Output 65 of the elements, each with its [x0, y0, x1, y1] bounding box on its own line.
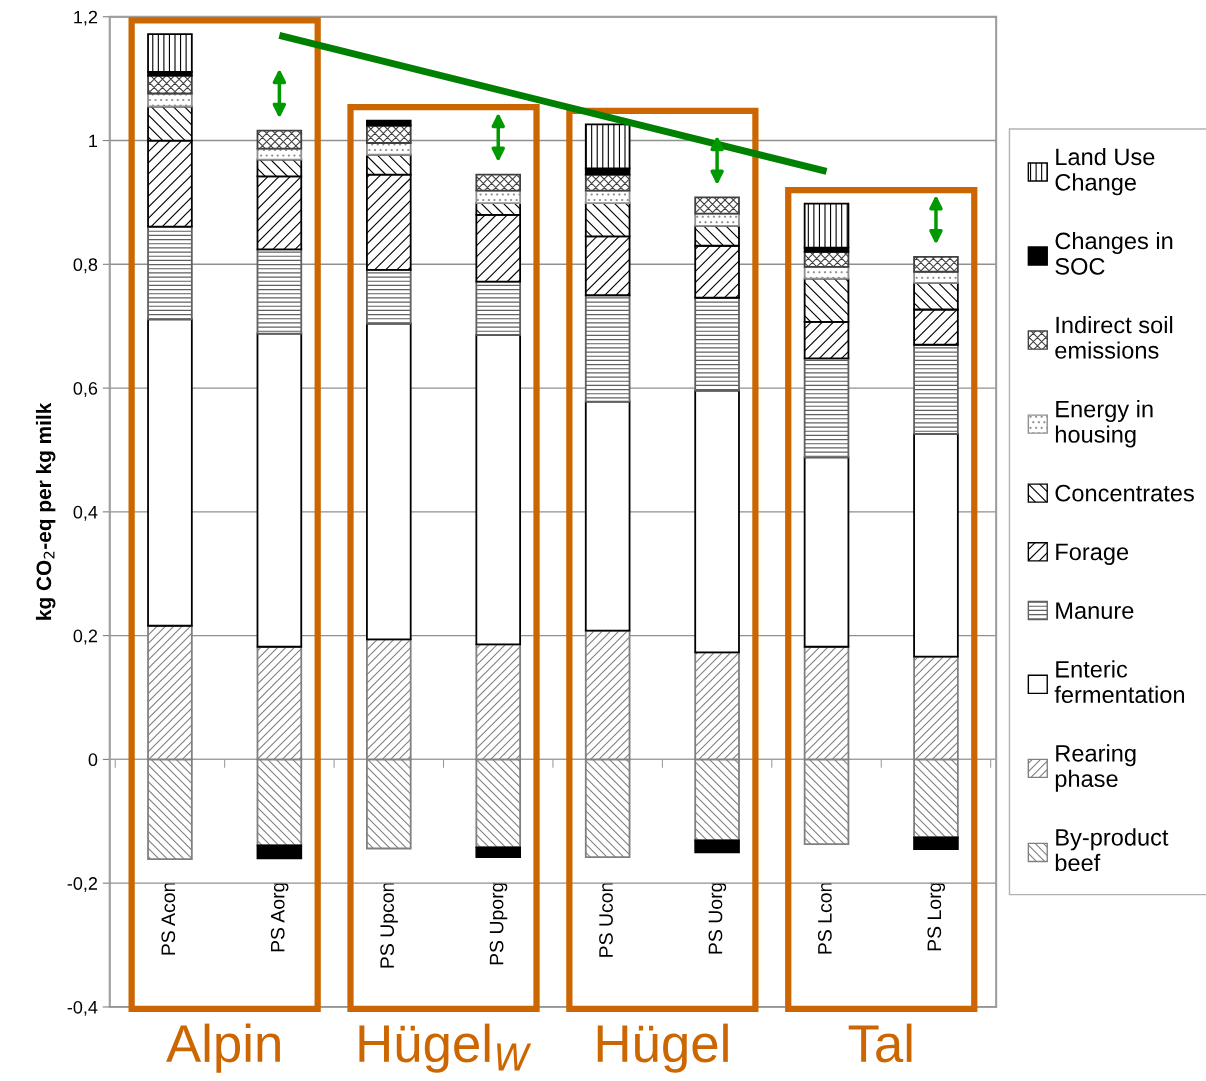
y-tick-label: 0,8	[73, 258, 98, 274]
x-tick-label: PS Upcon	[380, 882, 398, 968]
bar	[803, 357, 850, 459]
text: Tal	[848, 1023, 912, 1063]
bar	[256, 844, 303, 860]
legend-label: Indirect soil emissions	[1055, 315, 1173, 359]
legend-label: Energy in housing	[1055, 400, 1153, 448]
bar	[366, 124, 412, 144]
legend-label: Rearing phase	[1055, 744, 1136, 792]
bar	[584, 400, 631, 632]
x-tick-label: PS Acon	[161, 882, 176, 955]
y-tick-label: 0,6	[73, 382, 98, 397]
y-tick-label: -0,4	[67, 1000, 98, 1016]
text: Alpin	[166, 1023, 280, 1073]
y-tick-label: -0,2	[67, 877, 98, 893]
y-tick-label: 0	[88, 753, 98, 767]
bar	[256, 129, 303, 150]
bar	[694, 389, 740, 654]
legend-label: Manure	[1056, 602, 1134, 620]
text: Hügel$_{W}$	[359, 1023, 532, 1073]
x-tick-label: PS Ucon	[599, 882, 613, 957]
bar	[584, 294, 631, 403]
bar	[803, 456, 850, 648]
bar	[147, 318, 193, 627]
bar	[475, 280, 522, 336]
legend-label: Land Use Change	[1055, 147, 1155, 196]
bar	[256, 147, 303, 161]
text: Hügel	[597, 1023, 728, 1073]
bar	[584, 173, 631, 192]
bar	[475, 333, 522, 646]
x-tick-label: PS Lorg	[927, 882, 946, 951]
bar	[913, 255, 959, 273]
y-tick-label: 1	[89, 134, 98, 148]
bar	[256, 332, 303, 648]
y-axis-title: kg CO$_{2}$-eq per kg milk	[35, 402, 56, 620]
bar	[694, 196, 740, 215]
legend-label: Forage	[1056, 543, 1129, 565]
bar	[694, 212, 740, 227]
x-tick-label: PS Lcon	[817, 882, 832, 954]
legend-label: By-product beef	[1055, 828, 1169, 872]
bar	[913, 343, 959, 435]
y-tick-label: 1,2	[74, 10, 98, 26]
x-tick-label: PS Aorg	[270, 882, 289, 952]
x-tick-label: PS Uorg	[708, 882, 727, 954]
bar	[694, 839, 740, 854]
bar	[147, 74, 193, 95]
bar	[147, 225, 193, 321]
bar	[913, 836, 959, 851]
bar	[366, 119, 412, 127]
bar	[147, 33, 193, 73]
bar	[475, 846, 522, 859]
bar	[694, 296, 740, 392]
bar	[366, 142, 412, 156]
legend-label: Concentrates	[1055, 484, 1194, 502]
bar	[475, 173, 522, 192]
bar	[913, 432, 959, 658]
bar	[366, 322, 412, 641]
bar	[366, 268, 412, 325]
bar	[803, 202, 850, 249]
x-tick-label: PS Uporg	[489, 882, 508, 965]
bar	[256, 248, 303, 335]
y-tick-label: 0,4	[73, 505, 98, 521]
legend-label: Enteric fermentation	[1054, 660, 1185, 704]
y-tick-label: 0,2	[73, 629, 98, 645]
legend-label: Changes in SOC	[1055, 231, 1173, 275]
